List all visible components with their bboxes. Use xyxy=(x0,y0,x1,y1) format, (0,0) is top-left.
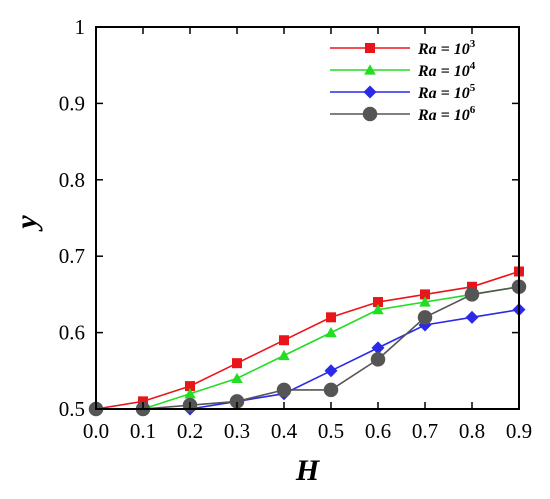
y-tick-label: 0.9 xyxy=(59,91,85,115)
diamond-marker xyxy=(465,310,479,324)
triangle-marker xyxy=(325,326,337,338)
circle-marker xyxy=(323,382,339,398)
x-tick-label: 0.4 xyxy=(271,419,298,443)
x-tick-label: 0.5 xyxy=(318,419,344,443)
y-tick-label: 1 xyxy=(75,15,86,39)
legend-label: Ra = 106 xyxy=(417,104,476,124)
x-tick-label: 0.8 xyxy=(459,419,485,443)
square-marker xyxy=(232,358,242,369)
series-line xyxy=(96,308,520,410)
triangle-marker xyxy=(372,303,384,315)
y-tick-label: 0.7 xyxy=(59,244,85,268)
triangle-marker xyxy=(184,387,196,399)
series-4 xyxy=(88,279,527,417)
x-tick-label: 0.9 xyxy=(506,419,532,443)
circle-marker xyxy=(276,382,292,398)
circle-marker xyxy=(417,310,433,325)
triangle-marker xyxy=(278,349,290,361)
square-marker xyxy=(467,281,477,292)
series-line xyxy=(96,286,520,410)
x-tick-label: 0.3 xyxy=(224,419,250,443)
square-marker xyxy=(420,289,430,300)
x-tick-label: 0.1 xyxy=(130,419,156,443)
series-1 xyxy=(91,266,524,414)
legend-label: Ra = 103 xyxy=(417,38,476,58)
legend-label: Ra = 104 xyxy=(417,60,476,80)
square-marker xyxy=(185,381,195,392)
x-tick-label: 0.0 xyxy=(83,419,109,443)
series-line xyxy=(95,270,520,410)
axis-ticks: 0.0 0.1 0.2 0.3 0.4 0.5 0.6 0.7 0.8 0.9 0.5 0.6 0.7 0… xyxy=(59,15,532,443)
diamond-marker xyxy=(324,364,338,378)
diamond-marker xyxy=(363,85,377,99)
triangle-marker xyxy=(419,296,431,307)
square-marker xyxy=(138,396,148,407)
circle-marker xyxy=(229,394,245,409)
legend-entry: Ra = 106 xyxy=(330,104,476,124)
series-3 xyxy=(89,303,526,416)
triangle-marker xyxy=(231,372,243,384)
square-marker xyxy=(326,312,336,323)
plot-frame xyxy=(95,26,520,410)
x-axis-title: H xyxy=(295,454,321,487)
circle-marker xyxy=(370,352,386,367)
y-tick-label: 0.8 xyxy=(59,168,85,192)
legend-entry: Ra = 104 xyxy=(330,60,476,80)
x-tick-label: 0.2 xyxy=(177,419,203,443)
chart-marks xyxy=(88,266,527,417)
square-marker xyxy=(373,297,383,308)
series-line xyxy=(96,286,520,410)
legend-entry: Ra = 103 xyxy=(330,38,476,58)
triangle-marker xyxy=(364,64,376,75)
circle-marker xyxy=(362,106,378,122)
legend-entry: Ra = 105 xyxy=(330,82,476,102)
x-tick-label: 0.6 xyxy=(365,419,391,443)
circle-marker xyxy=(464,287,480,302)
y-tick-label: 0.6 xyxy=(59,321,85,345)
square-marker xyxy=(279,335,289,346)
diamond-marker xyxy=(371,341,385,355)
square-marker xyxy=(365,43,375,53)
legend-label: Ra = 105 xyxy=(417,82,476,102)
y-tick-label: 0.5 xyxy=(59,397,85,421)
x-tick-label: 0.7 xyxy=(412,419,438,443)
y-axis-title: y xyxy=(10,215,43,232)
